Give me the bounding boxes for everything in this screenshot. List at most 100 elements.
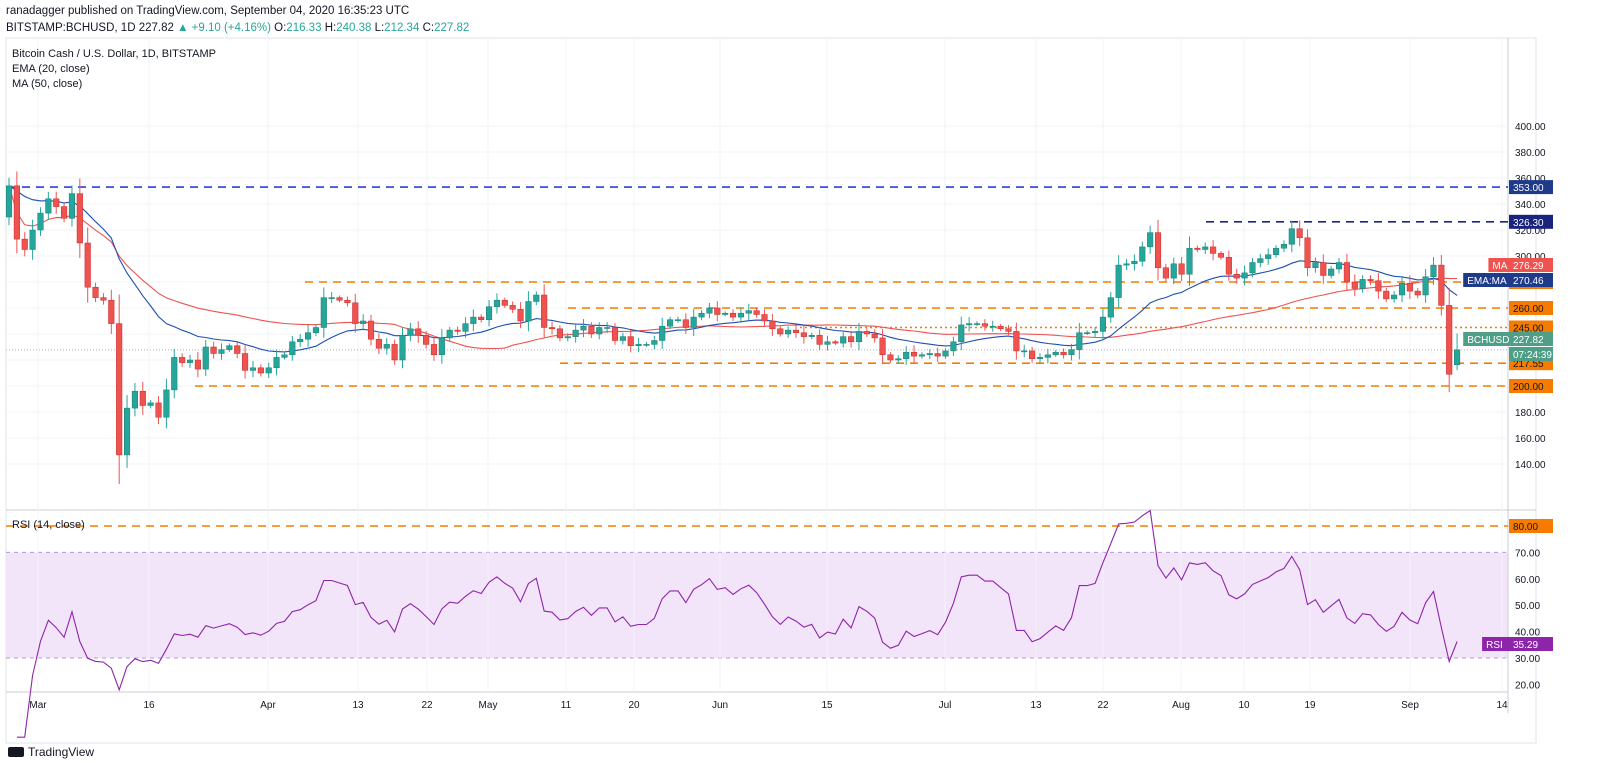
candle-body [1162, 267, 1169, 279]
candle-body [446, 329, 453, 339]
candle-body [674, 319, 682, 321]
time-tick-label: Jul [939, 700, 952, 711]
candle-body [493, 299, 500, 307]
ma-legend: MA (50, close) [12, 78, 82, 90]
candle-body [5, 185, 13, 218]
candle-body [1036, 357, 1044, 359]
candle-body [1406, 283, 1413, 292]
candle-body [336, 297, 343, 301]
candle-body [1013, 331, 1020, 352]
price-tick-label: 140.00 [1515, 460, 1546, 471]
candle-body [37, 212, 44, 231]
candle-body [816, 335, 823, 345]
countdown-tag-value-bg [1509, 347, 1553, 361]
candle-body [1210, 246, 1217, 254]
candle-body [84, 242, 91, 288]
candle-body [903, 351, 910, 359]
time-tick-label: 14 [1496, 700, 1508, 711]
candle-body [462, 323, 469, 332]
candle-body [1052, 351, 1059, 356]
candle-body [895, 358, 902, 361]
price-change: ▲ +9.10 (+4.16%) [177, 22, 271, 34]
candle-body [273, 357, 280, 369]
rsi-band [6, 38, 1536, 713]
rsi-tick-label: 40.00 [1515, 628, 1540, 639]
time-tick-label: Sep [1401, 700, 1419, 711]
candle-body [926, 353, 933, 356]
time-tick-label: 11 [561, 700, 572, 711]
candle-body [470, 316, 477, 324]
candle-body [785, 329, 792, 335]
candle-body [777, 328, 784, 335]
ma-50-line [8, 185, 1458, 350]
candle-body [501, 299, 508, 306]
candle-body [769, 320, 776, 330]
candle-body [305, 332, 312, 340]
price-tick-label: 340.00 [1515, 200, 1546, 211]
candle-body [1178, 263, 1185, 275]
candle-body [934, 353, 941, 357]
candle-body [352, 302, 359, 324]
candle-body [45, 198, 52, 214]
candle-body [242, 353, 249, 371]
ma-tag-label-bg [1488, 258, 1509, 272]
candle-body [1430, 264, 1437, 278]
candle-body [415, 328, 422, 336]
candle-body [281, 354, 288, 358]
open-value: 216.33 [286, 22, 322, 34]
candle-body [611, 327, 619, 341]
candle-body [1335, 262, 1343, 270]
candle-body [682, 319, 689, 328]
candle-body [360, 320, 367, 324]
countdown-tag: 07:24:39 [1509, 347, 1553, 361]
candle-body [29, 229, 36, 250]
price-tick-label: 180.00 [1515, 408, 1546, 419]
rsi-tick-label: 60.00 [1515, 575, 1540, 586]
candle-body [1304, 237, 1311, 268]
candle-body [1021, 350, 1028, 353]
candle-body [1446, 305, 1453, 375]
symbol-name: BITSTAMP:BCHUSD, 1D [6, 22, 136, 34]
time-tick-label: 22 [1097, 700, 1109, 711]
candle-body [124, 407, 131, 456]
candle-body [564, 336, 571, 339]
candlesticks[interactable] [5, 171, 1461, 485]
level-tag-value: 200.00 [1513, 382, 1544, 393]
candle-body [950, 341, 957, 352]
ema-20-line [8, 185, 1458, 353]
candle-body [1454, 349, 1461, 366]
candle-body [1084, 332, 1091, 334]
close-value: 227.82 [434, 22, 470, 34]
last-price-tag-value-bg [1509, 332, 1553, 346]
candle-body [68, 193, 76, 219]
ema-ma-tag-label-bg [1463, 273, 1509, 287]
candle-body [375, 338, 382, 349]
candle-body [289, 341, 296, 356]
candle-body [139, 390, 146, 406]
price-tick-label: 160.00 [1515, 434, 1546, 445]
candle-body [13, 185, 20, 240]
tradingview-logo-icon [8, 747, 24, 757]
level-tag-value: 260.00 [1513, 304, 1544, 315]
ma-tag: MA 276.29 [1488, 258, 1553, 272]
candle-body [1359, 279, 1366, 289]
candle-body [407, 328, 414, 336]
candle-body [690, 316, 697, 328]
ema-ma-tag-value-bg [1509, 273, 1553, 287]
candle-body [1099, 316, 1106, 332]
candle-body [596, 327, 603, 335]
candle-body [438, 337, 445, 356]
rsi-line [16, 509, 1458, 738]
candle-body [202, 346, 209, 370]
level-tag-value: 245.00 [1513, 324, 1544, 335]
candle-body [1312, 262, 1319, 268]
price-tick-label: 320.00 [1515, 226, 1546, 237]
ema-ma-tag-value: 270.46 [1513, 276, 1544, 287]
rsi-indicator [16, 509, 1458, 738]
candle-body [210, 346, 217, 354]
candle-body [1115, 264, 1122, 298]
candle-body [714, 307, 721, 315]
candle-body [383, 344, 390, 349]
candle-body [1217, 253, 1225, 258]
